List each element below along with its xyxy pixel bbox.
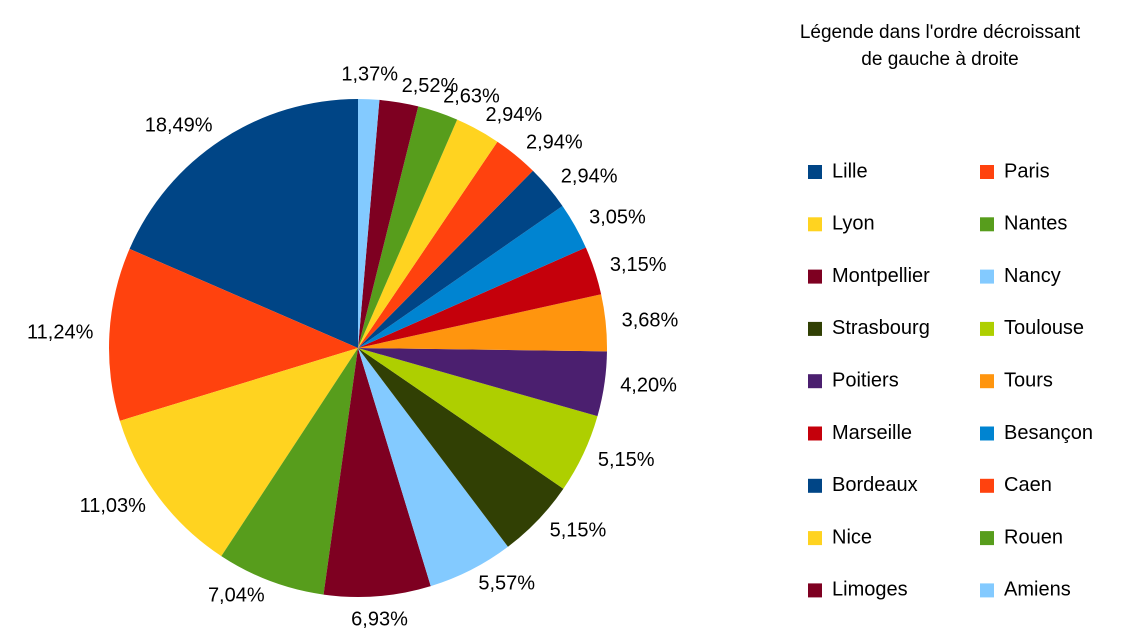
legend-swatch bbox=[980, 217, 994, 232]
legend-label: Besançon bbox=[1004, 422, 1093, 444]
legend-swatch bbox=[808, 583, 822, 598]
legend-label: Limoges bbox=[832, 579, 908, 601]
data-label: 18,49% bbox=[145, 115, 213, 137]
data-label: 11,03% bbox=[80, 495, 147, 517]
legend-swatch bbox=[980, 583, 994, 598]
legend-swatch bbox=[980, 269, 994, 284]
legend-label: Tours bbox=[1004, 369, 1053, 391]
pie-slice bbox=[119, 348, 358, 557]
legend-swatch bbox=[808, 217, 822, 232]
legend-label: Bordeaux bbox=[832, 474, 918, 496]
data-label: 1,37% bbox=[341, 64, 398, 86]
pie-slice bbox=[358, 348, 607, 417]
legend-swatch bbox=[808, 269, 822, 284]
legend-label: Lille bbox=[832, 160, 868, 182]
legend-label: Paris bbox=[1004, 160, 1050, 182]
legend-swatch bbox=[980, 321, 994, 336]
pie-slice bbox=[358, 205, 586, 348]
legend-title: de gauche à droite bbox=[861, 49, 1018, 70]
pie-slice bbox=[358, 99, 419, 348]
data-label: 2,94% bbox=[526, 131, 583, 153]
data-label: 2,52% bbox=[402, 75, 459, 97]
legend-swatch bbox=[808, 531, 822, 546]
pie-slice bbox=[129, 99, 358, 348]
pie-slice bbox=[358, 119, 498, 348]
data-label: 3,05% bbox=[589, 207, 646, 229]
legend-swatch bbox=[808, 478, 822, 493]
data-label: 5,15% bbox=[598, 449, 655, 471]
legend-swatch bbox=[980, 478, 994, 493]
legend-swatch bbox=[980, 531, 994, 546]
legend-label: Montpellier bbox=[832, 265, 930, 287]
legend-label: Amiens bbox=[1004, 579, 1071, 601]
legend-label: Toulouse bbox=[1004, 317, 1084, 339]
pie-slice bbox=[358, 170, 563, 348]
data-label: 6,93% bbox=[351, 608, 408, 630]
legend-label: Marseille bbox=[832, 422, 912, 444]
legend-label: Caen bbox=[1004, 474, 1052, 496]
pie-slice bbox=[221, 348, 358, 595]
legend-label: Rouen bbox=[1004, 526, 1063, 548]
legend-title: Légende dans l'ordre décroissant bbox=[800, 22, 1081, 43]
legend-swatch bbox=[808, 165, 822, 179]
pie-slice bbox=[358, 294, 608, 352]
legend-swatch bbox=[808, 426, 822, 441]
legend-label: Nice bbox=[832, 526, 872, 548]
pie-slice bbox=[109, 248, 358, 421]
legend-label: Poitiers bbox=[832, 369, 899, 391]
data-label: 2,94% bbox=[485, 104, 542, 126]
pie-slice bbox=[323, 348, 431, 597]
legend-swatch bbox=[808, 321, 822, 336]
legend-swatch bbox=[980, 374, 994, 389]
legend-label: Lyon bbox=[832, 213, 875, 235]
pie-slice bbox=[358, 348, 508, 587]
data-label: 3,15% bbox=[610, 254, 667, 276]
data-label: 2,63% bbox=[443, 85, 500, 107]
pie-slice bbox=[358, 247, 602, 348]
pie-slice bbox=[358, 348, 564, 547]
data-label: 5,57% bbox=[478, 572, 535, 594]
data-label: 7,04% bbox=[208, 584, 265, 606]
pie-slice bbox=[358, 99, 380, 348]
pie-slice bbox=[358, 141, 533, 348]
data-label: 11,24% bbox=[27, 321, 94, 343]
data-label: 2,94% bbox=[561, 166, 618, 188]
legend-swatch bbox=[980, 165, 994, 179]
pie-slice bbox=[358, 348, 598, 489]
data-label: 4,20% bbox=[620, 375, 677, 397]
data-label: 3,68% bbox=[622, 309, 679, 331]
legend-swatch bbox=[980, 426, 994, 441]
legend-label: Strasbourg bbox=[832, 317, 930, 339]
legend-label: Nantes bbox=[1004, 213, 1067, 235]
legend-swatch bbox=[808, 374, 822, 389]
legend-label: Nancy bbox=[1004, 265, 1061, 287]
data-label: 5,15% bbox=[550, 519, 607, 541]
pie-slice bbox=[358, 106, 458, 348]
